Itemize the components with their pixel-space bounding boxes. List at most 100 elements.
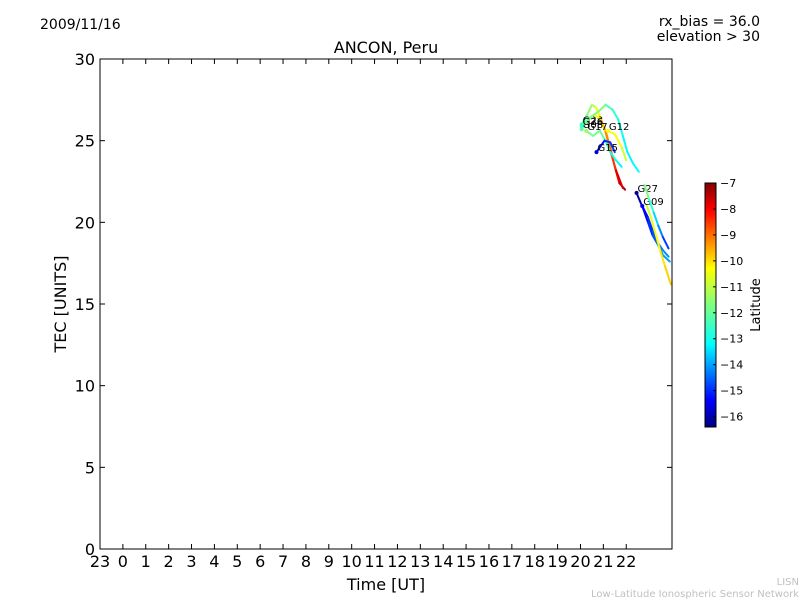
y-axis-label: TEC [UNITS] [51,256,70,354]
x-tick-label: 17 [502,552,522,571]
x-tick-label: 8 [301,552,311,571]
series-segment [604,103,614,111]
series-segment [613,133,623,149]
y-axis: 0 5 10 15 20 25 30 [75,50,672,559]
series-segment [650,218,657,237]
colorbar-tick-label: −12 [720,307,743,320]
colorbar-tick-label: −8 [720,203,736,216]
x-tick-label: 15 [456,552,476,571]
series-label: G26 [583,117,603,128]
x-tick-label: 9 [324,552,334,571]
colorbar-tick-label: −10 [720,255,743,268]
x-tick-label: 4 [209,552,219,571]
x-tick-label: 21 [593,552,613,571]
series-segment [595,107,603,121]
series-start-marker [605,128,610,133]
y-tick-label: 10 [75,377,95,396]
colorbar-tick-label: −7 [720,177,736,190]
series-label: G09 [643,197,663,208]
x-tick-label: 14 [433,552,453,571]
x-tick-label: 22 [616,552,636,571]
y-tick-label: 25 [75,132,95,151]
series-segment [617,118,624,137]
series-segment [646,221,654,237]
colorbar: −7 −8 −9 −10 −11 −12 −13 −14 −15 −16 Latitude [704,177,764,428]
elevation-label: elevation > 30 [656,29,760,45]
series-segment [588,110,600,119]
series-segment [609,151,617,162]
series-segment [641,205,649,219]
series-segment [652,211,660,227]
x-tick-label: 7 [278,552,288,571]
series-segment [645,205,653,221]
chart-title: ANCON, Peru [333,38,439,57]
date-label: 2009/11/16 [40,17,121,33]
y-tick-label: 30 [75,50,95,69]
series-segment [659,250,667,268]
x-tick-label: 13 [410,552,430,571]
x-tick-label: 11 [364,552,384,571]
colorbar-tick-label: −15 [720,385,743,398]
colorbar-tick-label: −11 [720,281,743,294]
series-g12: G12 [605,122,629,162]
series-label: G17 [587,122,607,133]
series-start-marker [640,204,645,208]
colorbar-tick-label: −13 [720,333,743,346]
colorbar-tick-label: −16 [720,411,743,424]
x-tick-label: 23 [90,552,110,571]
series-segment [614,169,624,190]
footer-org-short: LISN [776,577,799,588]
series-start-marker [634,190,639,195]
series-segment [592,129,601,137]
series-segment [600,118,607,134]
series-unlabeled [645,205,672,286]
series-start-marker [579,127,584,132]
x-tick-label: 1 [141,552,151,571]
series-segment [661,254,671,263]
series-segment [646,216,654,232]
series-segment [621,134,629,154]
series-label: G28 [583,115,603,126]
x-tick-label: 6 [255,552,265,571]
x-tick-label: 0 [118,552,128,571]
series-start-marker [579,123,584,128]
y-tick-label: 15 [75,295,95,314]
series-segment [597,103,607,113]
y-tick-label: 5 [85,458,95,477]
series-segment [611,108,620,121]
colorbar-gradient [704,182,717,428]
series-segment [626,151,635,165]
series-segment [632,162,640,173]
colorbar-tick-label: −9 [720,229,736,242]
series-segment [643,183,651,201]
series-segment [654,234,662,253]
series-segment [661,249,670,258]
series-label: G15 [597,143,617,154]
series-segment [648,198,655,214]
series-label: G27 [638,184,658,195]
series-start-marker [584,128,589,133]
footer-org-long: Low-Latitude Ionospheric Sensor Network [591,589,799,600]
x-tick-label: 10 [342,552,362,571]
x-tick-label: 2 [164,552,174,571]
x-tick-label: 16 [479,552,499,571]
x-tick-label: 12 [387,552,407,571]
x-axis: 23 0 1 2 3 4 5 6 7 8 9 10 11 12 13 14 15 16 17 18 19 20 21 22 [90,59,636,571]
series-segment [593,113,603,121]
x-tick-label: 18 [525,552,545,571]
series-start-marker [594,150,599,155]
y-tick-label: 20 [75,213,95,232]
series-segment [614,159,623,168]
y-tick-label: 0 [85,540,95,559]
series-segment [609,141,616,154]
series-segment [598,129,606,141]
series-segment [661,236,670,250]
x-tick-label: 19 [547,552,567,571]
series-unlabeled [643,183,670,250]
x-tick-label: 20 [570,552,590,571]
series-segment [586,103,593,116]
series-segment [620,146,628,162]
series-label: G08 [583,120,603,131]
